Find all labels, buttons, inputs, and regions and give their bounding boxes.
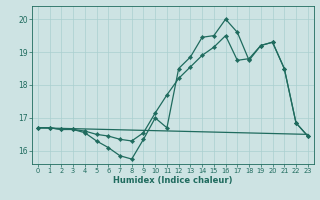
X-axis label: Humidex (Indice chaleur): Humidex (Indice chaleur) [113,176,233,185]
